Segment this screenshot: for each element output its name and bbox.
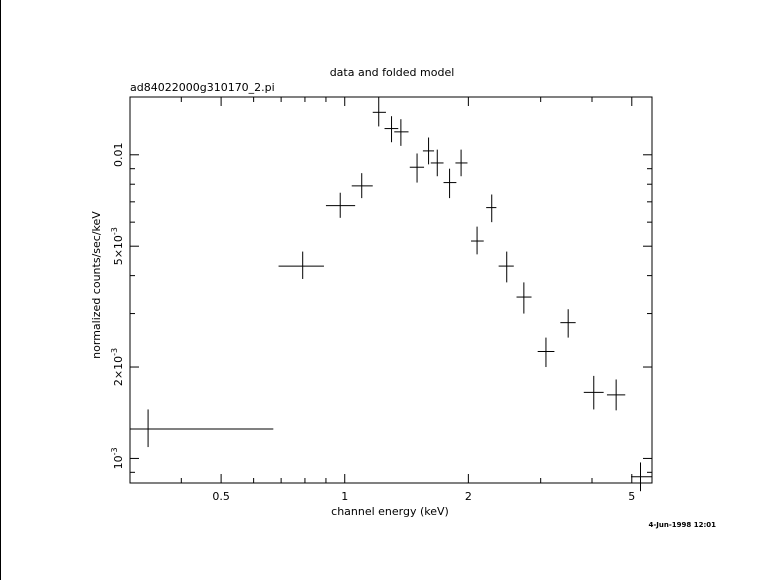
data-point <box>422 137 435 165</box>
y-tick-label: 5×10-3 <box>110 227 125 265</box>
data-point <box>394 119 409 146</box>
data-point <box>130 409 274 448</box>
x-tick-label: 5 <box>628 490 635 503</box>
x-tick-label: 0.5 <box>212 490 230 503</box>
data-point <box>583 375 604 410</box>
plot-frame <box>129 96 653 484</box>
data-point <box>351 173 373 199</box>
data-point <box>537 337 555 368</box>
data-point <box>278 251 324 279</box>
y-tick-label: 10-3 <box>110 447 125 469</box>
data-point <box>471 226 484 255</box>
data-point <box>372 97 386 127</box>
data-point <box>560 309 576 338</box>
data-point <box>409 153 425 183</box>
data-series <box>130 97 652 492</box>
plot-frame-rect <box>129 96 653 484</box>
data-point <box>384 116 399 143</box>
y-tick-label: 0.01 <box>112 143 125 168</box>
timestamp: 4-Jun-1998 12:01 <box>649 521 717 529</box>
data-point <box>325 192 356 218</box>
window-left-border <box>0 0 1 580</box>
data-point <box>486 194 497 223</box>
data-point <box>606 379 626 411</box>
x-tick-label: 2 <box>465 490 472 503</box>
y-tick-label: 2×10-3 <box>110 348 125 386</box>
chart-subtitle: ad84022000g310170_2.pi <box>130 81 275 94</box>
x-tick-label: 1 <box>341 490 348 503</box>
data-point <box>631 462 652 492</box>
data-point <box>516 282 532 314</box>
data-point <box>455 149 468 177</box>
data-point <box>443 168 457 199</box>
y-axis-label: normalized counts/sec/keV <box>90 211 103 359</box>
y-axis-ticks: 10-3 2×10-3 5×10-3 0.01 <box>110 143 652 473</box>
chart-title: data and folded model <box>330 66 455 79</box>
x-axis-ticks: 0.5 1 2 5 <box>129 97 635 503</box>
data-point <box>498 251 514 283</box>
x-axis-label: channel energy (keV) <box>331 505 449 518</box>
data-point <box>430 149 444 177</box>
